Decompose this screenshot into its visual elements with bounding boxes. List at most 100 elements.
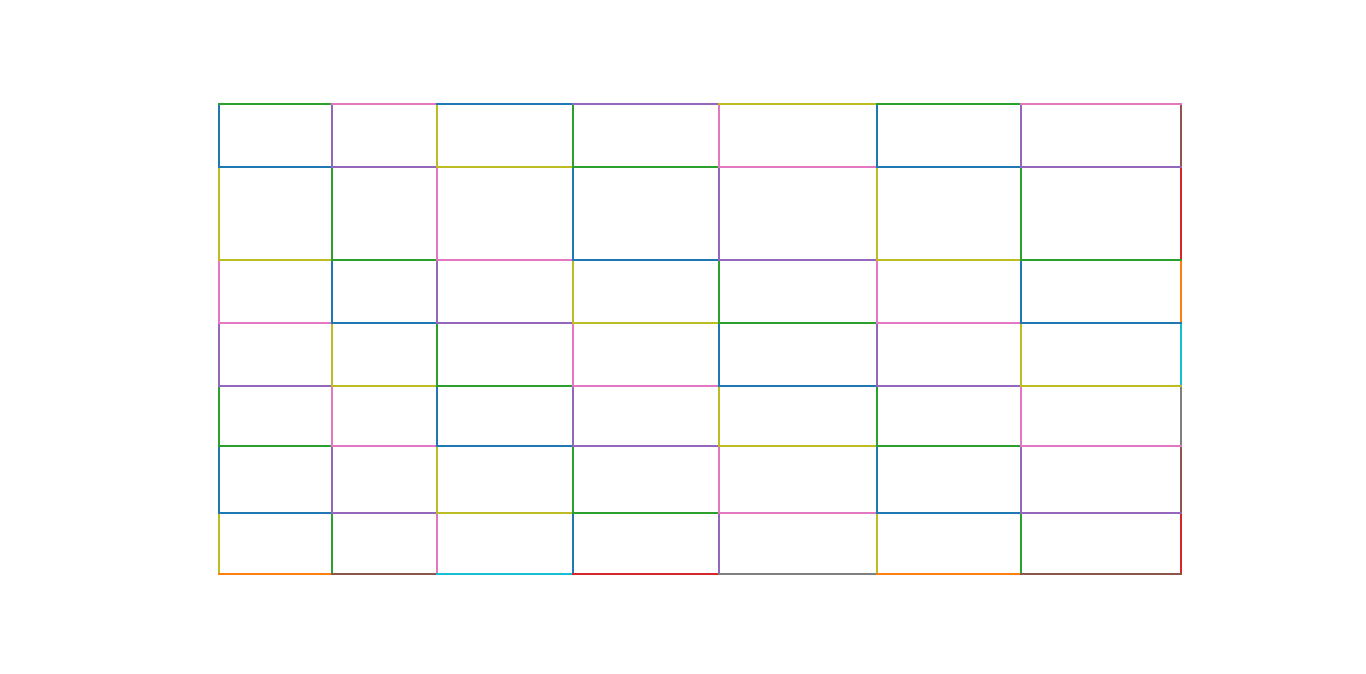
grid-h-segment bbox=[876, 512, 1022, 514]
grid-h-segment bbox=[331, 445, 438, 447]
grid-h-segment bbox=[572, 385, 720, 387]
grid-h-segment bbox=[718, 573, 878, 575]
grid-h-segment bbox=[331, 322, 438, 324]
grid-h-segment bbox=[1020, 103, 1182, 105]
grid-v-segment bbox=[718, 512, 720, 575]
grid-v-segment bbox=[331, 512, 333, 575]
grid-h-segment bbox=[218, 573, 333, 575]
grid-h-segment bbox=[436, 385, 574, 387]
grid-h-segment bbox=[436, 512, 574, 514]
grid-v-segment bbox=[218, 385, 220, 447]
grid-v-segment bbox=[1180, 166, 1182, 261]
grid-v-segment bbox=[218, 259, 220, 324]
grid-h-segment bbox=[876, 259, 1022, 261]
grid-v-segment bbox=[572, 385, 574, 447]
grid-h-segment bbox=[1020, 259, 1182, 261]
grid-h-segment bbox=[218, 166, 333, 168]
grid-v-segment bbox=[572, 512, 574, 575]
grid-v-segment bbox=[1180, 512, 1182, 575]
grid-v-segment bbox=[436, 103, 438, 168]
grid-v-segment bbox=[218, 445, 220, 514]
grid-h-segment bbox=[572, 259, 720, 261]
grid-v-segment bbox=[876, 322, 878, 387]
grid-v-segment bbox=[718, 445, 720, 514]
grid-v-segment bbox=[436, 322, 438, 387]
grid-v-segment bbox=[218, 322, 220, 387]
grid-v-segment bbox=[1020, 166, 1022, 261]
grid-h-segment bbox=[572, 322, 720, 324]
grid-h-segment bbox=[218, 322, 333, 324]
grid-v-segment bbox=[331, 259, 333, 324]
grid-h-segment bbox=[1020, 445, 1182, 447]
grid-h-segment bbox=[876, 322, 1022, 324]
grid-h-segment bbox=[331, 573, 438, 575]
grid-v-segment bbox=[218, 166, 220, 261]
grid-h-segment bbox=[1020, 573, 1182, 575]
grid-h-segment bbox=[572, 166, 720, 168]
grid-v-segment bbox=[1180, 322, 1182, 387]
grid-v-segment bbox=[436, 385, 438, 447]
grid-v-segment bbox=[331, 166, 333, 261]
grid-v-segment bbox=[331, 445, 333, 514]
grid-v-segment bbox=[331, 385, 333, 447]
grid-h-segment bbox=[436, 445, 574, 447]
grid-h-segment bbox=[1020, 166, 1182, 168]
grid-h-segment bbox=[331, 259, 438, 261]
grid-h-segment bbox=[436, 322, 574, 324]
grid-v-segment bbox=[718, 103, 720, 168]
grid-h-segment bbox=[331, 166, 438, 168]
grid-h-segment bbox=[718, 385, 878, 387]
grid-v-segment bbox=[718, 322, 720, 387]
grid-v-segment bbox=[331, 103, 333, 168]
grid-v-segment bbox=[436, 166, 438, 261]
grid-h-segment bbox=[718, 103, 878, 105]
grid-h-segment bbox=[876, 385, 1022, 387]
grid-v-segment bbox=[572, 103, 574, 168]
grid-h-segment bbox=[1020, 512, 1182, 514]
grid-h-segment bbox=[436, 573, 574, 575]
grid-v-segment bbox=[876, 445, 878, 514]
grid-v-segment bbox=[218, 103, 220, 168]
grid-h-segment bbox=[718, 322, 878, 324]
grid-h-segment bbox=[572, 573, 720, 575]
grid-v-segment bbox=[1020, 322, 1022, 387]
grid-v-segment bbox=[1180, 259, 1182, 324]
grid-v-segment bbox=[1020, 259, 1022, 324]
grid-h-segment bbox=[718, 445, 878, 447]
grid-v-segment bbox=[1020, 445, 1022, 514]
grid-v-segment bbox=[436, 445, 438, 514]
grid-v-segment bbox=[718, 385, 720, 447]
grid-v-segment bbox=[331, 322, 333, 387]
grid-h-segment bbox=[218, 259, 333, 261]
grid-h-segment bbox=[572, 103, 720, 105]
grid-h-segment bbox=[218, 103, 333, 105]
grid-h-segment bbox=[718, 259, 878, 261]
grid-h-segment bbox=[331, 512, 438, 514]
grid-h-segment bbox=[1020, 322, 1182, 324]
grid-h-segment bbox=[718, 512, 878, 514]
grid-h-segment bbox=[331, 103, 438, 105]
grid-v-segment bbox=[572, 445, 574, 514]
grid-h-segment bbox=[218, 512, 333, 514]
grid-h-segment bbox=[572, 512, 720, 514]
grid-h-segment bbox=[331, 385, 438, 387]
grid-h-segment bbox=[718, 166, 878, 168]
grid-v-segment bbox=[218, 512, 220, 575]
grid-v-segment bbox=[876, 512, 878, 575]
grid-v-segment bbox=[1020, 512, 1022, 575]
grid-v-segment bbox=[1180, 445, 1182, 514]
grid-h-segment bbox=[876, 573, 1022, 575]
grid-v-segment bbox=[572, 259, 574, 324]
grid-h-segment bbox=[572, 445, 720, 447]
grid-v-segment bbox=[1020, 103, 1022, 168]
grid-v-segment bbox=[718, 166, 720, 261]
grid-v-segment bbox=[876, 259, 878, 324]
grid-v-segment bbox=[876, 385, 878, 447]
grid-h-segment bbox=[436, 166, 574, 168]
grid-h-segment bbox=[436, 259, 574, 261]
grid-h-segment bbox=[218, 445, 333, 447]
grid-v-segment bbox=[436, 512, 438, 575]
grid-v-segment bbox=[572, 166, 574, 261]
grid-h-segment bbox=[1020, 385, 1182, 387]
